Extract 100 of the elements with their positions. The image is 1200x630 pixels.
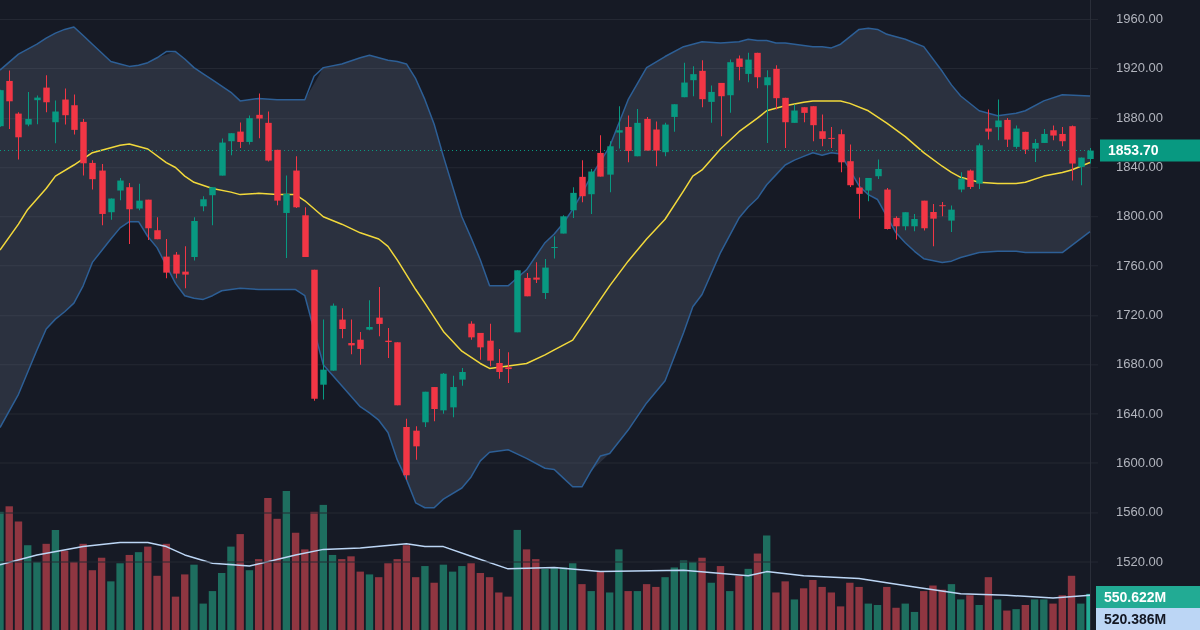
candlestick: [89, 159, 96, 191]
candlestick: [450, 375, 457, 419]
candlestick: [496, 348, 503, 380]
y-tick-label: 1840.00: [1116, 159, 1163, 175]
candlestick: [43, 74, 50, 113]
bar: [827, 592, 836, 630]
bar: [24, 545, 32, 630]
candlestick: [681, 62, 688, 98]
bar: [375, 577, 383, 630]
bar: [1012, 609, 1020, 630]
bar: [541, 568, 549, 630]
candlestick: [875, 159, 882, 180]
bar: [763, 535, 771, 630]
candlestick: [117, 177, 124, 201]
bar: [1021, 604, 1030, 630]
candlestick: [588, 168, 595, 215]
candlestick: [209, 186, 216, 226]
y-tick-label: 1680.00: [1116, 356, 1163, 372]
bar: [1067, 575, 1076, 630]
bar: [975, 604, 983, 630]
candlestick: [560, 215, 567, 235]
bar: [735, 575, 743, 630]
bar: [218, 573, 226, 630]
candlestick: [810, 105, 817, 142]
bar: [670, 567, 679, 630]
bar: [60, 550, 69, 630]
bar: [338, 559, 346, 630]
candlestick: [948, 205, 955, 233]
bar: [652, 586, 660, 630]
candlestick: [1078, 157, 1085, 186]
bar: [587, 591, 595, 630]
bar: [532, 559, 540, 630]
bar: [522, 549, 531, 630]
candlestick: [25, 91, 32, 127]
bar: [966, 595, 974, 630]
candlestick: [819, 114, 826, 147]
bar: [698, 557, 706, 630]
bar: [125, 554, 134, 630]
candlestick: [865, 177, 872, 202]
bar: [883, 586, 891, 630]
candlestick: [985, 109, 992, 141]
candlestick: [939, 201, 946, 217]
bar: [578, 584, 586, 630]
bar: [430, 582, 438, 630]
candlestick: [468, 321, 475, 341]
bar: [633, 591, 642, 630]
bar: [993, 599, 1002, 630]
bar: [384, 563, 392, 630]
bar: [181, 574, 189, 630]
bar: [938, 589, 946, 630]
candlestick: [52, 100, 59, 144]
bar: [550, 567, 558, 630]
candlestick: [718, 82, 725, 137]
candlestick: [958, 171, 965, 193]
bar: [873, 604, 882, 630]
bar: [356, 571, 364, 630]
bar: [605, 592, 614, 630]
bar: [513, 529, 521, 630]
candlestick: [246, 115, 253, 146]
bar: [624, 591, 632, 630]
candlestick: [163, 238, 170, 280]
y-tick-label: 1800.00: [1116, 208, 1163, 224]
y-tick-label: 1760.00: [1116, 257, 1163, 273]
bar: [920, 591, 928, 630]
candlestick: [173, 251, 180, 280]
bar: [615, 549, 623, 630]
bar: [836, 606, 845, 630]
candlestick: [1004, 117, 1011, 148]
bar: [208, 591, 217, 630]
bar: [864, 603, 872, 630]
candlestick: [533, 261, 540, 284]
y-tick-label: 1720.00: [1116, 307, 1163, 323]
bar: [984, 577, 993, 630]
candlestick: [126, 182, 133, 245]
bar: [411, 577, 420, 630]
bar: [134, 552, 143, 630]
bar: [1040, 599, 1048, 630]
candlestick: [967, 169, 974, 190]
bar: [485, 577, 494, 630]
candlestick: [431, 386, 438, 423]
candlestick: [256, 93, 263, 139]
bar: [282, 491, 291, 630]
bar: [1049, 603, 1057, 630]
bar: [596, 571, 605, 630]
bar: [1030, 599, 1039, 630]
y-tick-label: 1960.00: [1116, 11, 1163, 27]
candlestick: [745, 52, 752, 83]
candlestick: [551, 235, 558, 260]
y-tick-label: 1600.00: [1116, 455, 1163, 471]
candlestick: [413, 426, 420, 461]
bar: [236, 534, 244, 630]
bar: [929, 585, 937, 630]
bar: [956, 599, 965, 630]
bar: [190, 564, 198, 630]
bar: [291, 532, 300, 630]
candlestick: [616, 105, 623, 150]
bar: [421, 566, 429, 630]
bar: [790, 599, 799, 630]
bar: [467, 563, 475, 630]
bar: [88, 570, 97, 630]
